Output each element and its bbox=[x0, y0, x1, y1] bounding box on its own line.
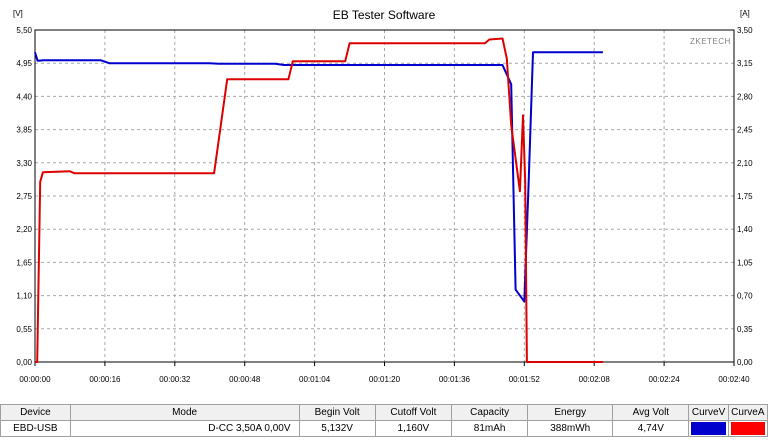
right-tick-label: 0,00 bbox=[737, 358, 753, 367]
header-energy: Energy bbox=[527, 404, 614, 421]
chart-title: EB Tester Software bbox=[333, 8, 436, 22]
left-tick-label: 2,75 bbox=[16, 192, 32, 201]
x-tick-label: 00:00:48 bbox=[229, 375, 261, 384]
right-tick-label: 1,05 bbox=[737, 258, 753, 267]
right-axis-ticks: 0,00 0,35 0,70 1,05 1,40 1,75 2,10 2,45 2,80 3,15… bbox=[737, 26, 753, 367]
right-tick-label: 0,35 bbox=[737, 325, 753, 334]
right-tick-label: 2,80 bbox=[737, 92, 753, 101]
capacity-value: 81mAh bbox=[450, 420, 529, 437]
grid bbox=[35, 30, 734, 362]
left-tick-label: 3,30 bbox=[16, 159, 32, 168]
right-tick-label: 3,15 bbox=[737, 59, 753, 68]
series-line-curvea bbox=[35, 37, 603, 363]
left-tick-label: 0,00 bbox=[16, 358, 32, 367]
x-tick-label: 00:01:36 bbox=[439, 375, 471, 384]
series-layer bbox=[34, 37, 603, 363]
x-tick-label: 00:01:20 bbox=[369, 375, 401, 384]
left-tick-label: 4,95 bbox=[16, 59, 32, 68]
cutoff-volt-value: 1,160V bbox=[374, 420, 453, 437]
info-header-row: Device Mode Begin Volt Cutoff Volt Capac… bbox=[0, 404, 768, 421]
header-device: Device bbox=[0, 404, 71, 421]
x-tick-label: 00:00:32 bbox=[159, 375, 191, 384]
x-tick-label: 00:02:24 bbox=[649, 375, 681, 384]
header-curve-v: CurveV bbox=[688, 404, 729, 421]
info-value-row: EBD-USB D-CC 3,50A 0,00V 5,132V 1,160V 8… bbox=[0, 420, 768, 437]
device-value: EBD-USB bbox=[0, 420, 71, 437]
right-tick-label: 2,45 bbox=[737, 126, 753, 135]
avg-volt-value: 4,74V bbox=[612, 420, 690, 437]
header-curve-a: CurveA bbox=[727, 404, 768, 421]
x-axis-ticks: 00:00:00 00:00:16 00:00:32 00:00:48 00:01:04… bbox=[19, 362, 750, 384]
left-tick-label: 4,40 bbox=[16, 92, 32, 101]
curve-v-swatch-cell[interactable] bbox=[688, 420, 729, 437]
left-tick-label: 3,85 bbox=[16, 126, 32, 135]
left-tick-label: 5,50 bbox=[16, 26, 32, 35]
curve-v-color-swatch[interactable] bbox=[691, 422, 726, 435]
header-mode: Mode bbox=[69, 404, 300, 421]
left-tick-label: 1,10 bbox=[16, 292, 32, 301]
left-tick-label: 1,65 bbox=[16, 258, 32, 267]
header-begin-volt: Begin Volt bbox=[298, 404, 376, 421]
watermark: ZKETECH bbox=[690, 37, 731, 46]
x-tick-label: 00:01:04 bbox=[299, 375, 331, 384]
energy-value: 388mWh bbox=[527, 420, 614, 437]
right-axis-unit: [A] bbox=[740, 9, 750, 18]
right-tick-label: 1,75 bbox=[737, 192, 753, 201]
x-tick-label: 00:01:52 bbox=[509, 375, 541, 384]
header-capacity: Capacity bbox=[450, 404, 529, 421]
mode-value: D-CC 3,50A 0,00V bbox=[69, 420, 300, 437]
begin-volt-value: 5,132V bbox=[298, 420, 376, 437]
info-table: Device Mode Begin Volt Cutoff Volt Capac… bbox=[0, 404, 768, 437]
right-tick-label: 1,40 bbox=[737, 225, 753, 234]
left-tick-label: 2,20 bbox=[16, 225, 32, 234]
curve-a-swatch-cell[interactable] bbox=[727, 420, 768, 437]
header-avg-volt: Avg Volt bbox=[612, 404, 690, 421]
header-cutoff-volt: Cutoff Volt bbox=[374, 404, 453, 421]
right-tick-label: 2,10 bbox=[737, 159, 753, 168]
curve-a-color-swatch[interactable] bbox=[730, 422, 765, 435]
x-tick-label: 00:00:16 bbox=[89, 375, 121, 384]
chart: EB Tester Software [V] [A] ZKETECH 0,000… bbox=[13, 8, 753, 384]
left-axis-ticks: 0,00 0,55 1,10 1,65 2,20 2,75 3,30 3,85 4,40 4,95… bbox=[16, 26, 32, 367]
x-tick-label: 00:02:40 bbox=[718, 375, 750, 384]
x-tick-label: 00:02:08 bbox=[579, 375, 611, 384]
left-tick-label: 0,55 bbox=[16, 325, 32, 334]
right-tick-label: 0,70 bbox=[737, 292, 753, 301]
right-tick-label: 3,50 bbox=[737, 26, 753, 35]
x-tick-label: 00:00:00 bbox=[19, 375, 51, 384]
left-axis-unit: [V] bbox=[13, 9, 23, 18]
